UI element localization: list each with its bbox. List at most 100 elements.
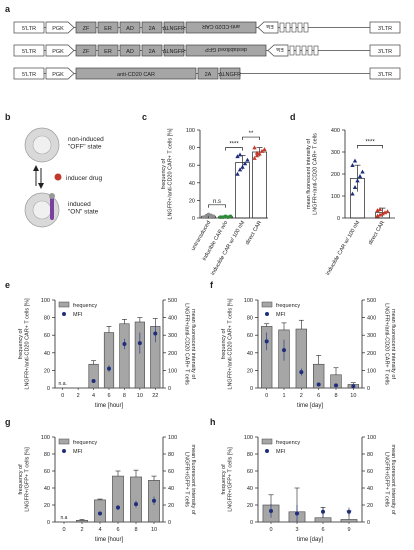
mfi-point [321, 509, 325, 514]
frequency-bar [88, 363, 99, 389]
significance-label: ** [249, 131, 254, 137]
chart-f-y-tick-label: 60 [247, 333, 253, 339]
x-tick-label: 3 [295, 527, 298, 533]
x-tick-label: 8 [123, 393, 126, 399]
panel-label-b: b [5, 112, 11, 122]
x-tick-label: 4 [98, 527, 101, 533]
significance-bracket [225, 147, 243, 151]
panel-a-constructs: 5'LTR PGK ZF ER AD 2A ΔLNGFR anti-CD20 CAR Ela 3'… [13, 21, 401, 80]
arrowhead-down [38, 183, 44, 189]
data-point [204, 214, 208, 219]
construct-element-er-label: ER [104, 26, 112, 32]
frequency-bar [314, 517, 332, 523]
chart-d-y-tick-label: 400 [331, 128, 340, 134]
construct-row-1: 5'LTR PGK ZF ER AD 2A ΔLNGFR anti-CD20 CAR Ela 3'… [13, 21, 401, 34]
chart-d-y-tick-label: 300 [331, 150, 340, 156]
chart-d-ylabel: mean fluorescent intensity ofLNGFR+/anti… [306, 133, 318, 215]
construct-element-er-label: ER [104, 49, 112, 55]
x-tick-label: 8 [334, 393, 337, 399]
mfi-point [334, 383, 338, 388]
chart-f-y2-tick-label: 0 [367, 386, 370, 392]
construct-element-3-ltr [369, 67, 401, 80]
chart-h-y2-tick-label: 0 [367, 520, 370, 526]
data-point [377, 207, 383, 211]
chart-e-y2-tick-label: 400 [168, 316, 177, 322]
x-tick-label: 0 [265, 393, 268, 399]
chart-h-y-tick-label: 60 [247, 469, 253, 475]
construct-element-ad [119, 21, 141, 34]
construct-element--lngfr [163, 44, 185, 57]
chart-c-ylabel: frequency ofLNGFR+/anti-CD20 CAR+ T cell… [161, 128, 173, 220]
chart-f-y-tick-label: 20 [247, 368, 253, 374]
construct-element-3-ltr [369, 21, 401, 34]
chart-f-y-tick-label: 40 [247, 351, 253, 357]
data-point [382, 210, 388, 215]
data-point [360, 169, 365, 174]
construct-element-3-ltr-label: 3'LTR [378, 26, 392, 32]
arrowhead-up [33, 165, 39, 171]
x-tick-label: 9 [347, 527, 350, 533]
chart-c-y-tick-label: 40 [189, 181, 195, 187]
construct-element-5-ltr [13, 67, 45, 80]
construct-element-ad [119, 44, 141, 57]
zf-binding-site [279, 22, 285, 33]
panel-label-d: d [290, 112, 296, 122]
chart-f-y2-tick-label: 300 [367, 333, 376, 339]
chart-g-y2-tick-label: 80 [168, 452, 174, 458]
x-tick-label: 10 [137, 393, 143, 399]
construct-element-3-ltr-label: 3'LTR [378, 72, 392, 78]
mfi-point [122, 342, 127, 346]
construct-element-3-ltr-label: 3'LTR [378, 49, 392, 55]
construct-element-2a [141, 44, 163, 57]
construct-element-anti-cd20-car-label: anti-CD20 CAR [202, 23, 240, 29]
chart-h-y-tick-label: 20 [247, 503, 253, 509]
chart-h-xlabel: time [day] [297, 537, 323, 543]
construct-element-ad-label: AD [126, 49, 134, 55]
zf-binding-site [285, 22, 291, 33]
chart-c: 0 20 40 60 80 100 frequency ofLNGFR+/anti-CD20… [161, 128, 268, 276]
construct-element-5-ltr [13, 44, 45, 57]
chart-h-y-tick-label: 0 [250, 520, 253, 526]
chart-f-ylabel: frequency ofLNGFR+/anti-CD20 CAR+ T cell… [221, 298, 233, 390]
chart-h-y-tick-label: 40 [247, 486, 253, 492]
construct-element-2a [141, 21, 163, 34]
chart-e-y2label: mean fluorescent intensity ofLNGFR+/anti… [184, 303, 196, 385]
x-tick-label: 2 [80, 527, 83, 533]
mfi-point [134, 502, 138, 507]
chart-f-y-tick-label: 0 [250, 386, 253, 392]
chart-g-y2-tick-label: 20 [168, 503, 174, 509]
data-point [235, 171, 240, 176]
data-point [355, 178, 360, 183]
chart-g-y2-tick-label: 60 [168, 469, 174, 475]
mfi-point [295, 511, 299, 516]
receptor-head [49, 193, 55, 199]
construct-element-zf-label: ZF [83, 49, 90, 55]
legend-mfi-swatch [62, 449, 66, 453]
frequency-bar [76, 519, 88, 523]
chart-e-y-tick-label: 0 [47, 386, 50, 392]
chart-c-y-tick-label: 20 [189, 198, 195, 204]
x-tick-label: 8 [134, 527, 137, 533]
chart-e-y-tick-label: 20 [44, 368, 50, 374]
mfi-point [91, 378, 96, 383]
chart-g-y-tick-label: 40 [44, 486, 50, 492]
construct-element-anti-cd20-car [185, 21, 257, 34]
construct-element-3-ltr [369, 44, 401, 57]
chart-g-y-tick-label: 60 [44, 469, 50, 475]
legend-frequency-label: frequency [276, 440, 300, 446]
chart-g-y-tick-label: 20 [44, 503, 50, 509]
on-state-label: induced "ON" state [68, 201, 99, 215]
x-tick-label: 0 [62, 527, 65, 533]
x-tick-label: 6 [107, 393, 110, 399]
data-point [377, 212, 383, 217]
data-point [228, 214, 233, 219]
zf-binding-site [297, 22, 303, 33]
chart-c-y-tick-label: 100 [186, 128, 195, 134]
legend-mfi-label: MFI [73, 312, 83, 318]
chart-c-y-tick-label: 60 [189, 163, 195, 169]
construct-element-2a [197, 67, 219, 80]
mfi-point [137, 341, 142, 346]
